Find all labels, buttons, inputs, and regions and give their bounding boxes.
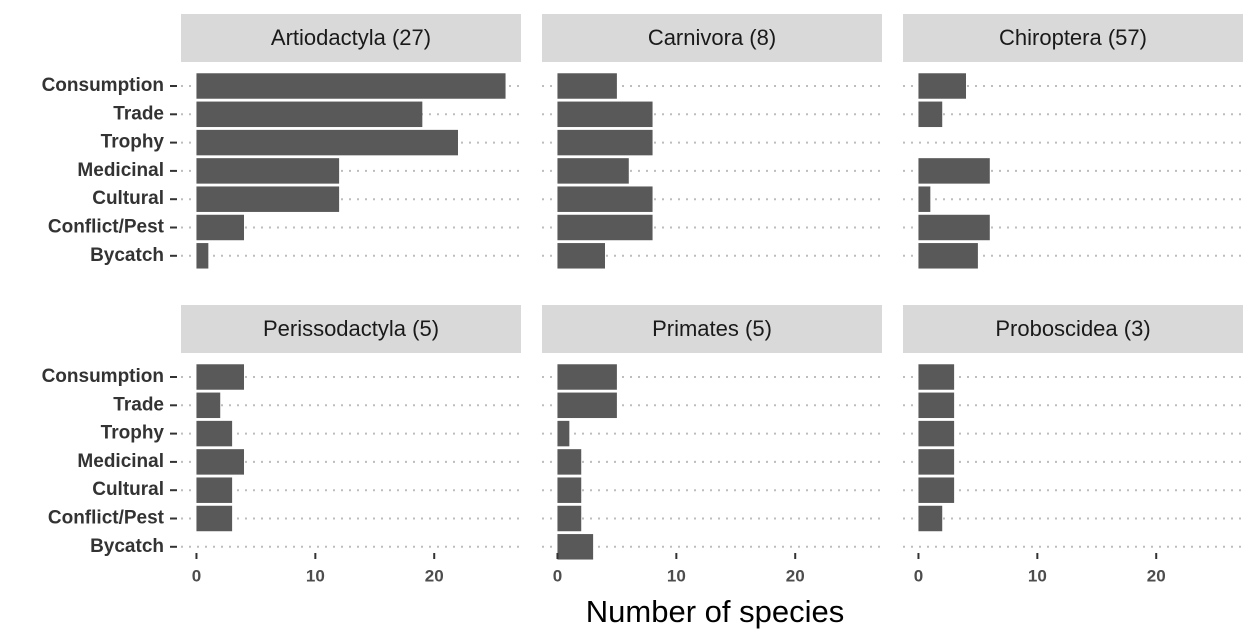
- bar: [918, 420, 955, 447]
- y-tick-label: Bycatch: [90, 245, 164, 266]
- bar: [918, 505, 943, 532]
- bar: [196, 101, 423, 128]
- panel-title: Proboscidea (3): [995, 316, 1150, 341]
- y-tick-label: Bycatch: [90, 536, 164, 557]
- bar: [918, 186, 931, 212]
- bar: [196, 477, 233, 503]
- bar: [918, 449, 955, 475]
- y-tick-label: Trophy: [101, 423, 165, 444]
- bar: [557, 101, 653, 128]
- bar: [557, 186, 653, 212]
- y-tick-label: Consumption: [42, 75, 164, 96]
- bar: [196, 392, 221, 419]
- strip: [542, 14, 882, 62]
- bar: [557, 477, 582, 503]
- panel-title: Chiroptera (57): [999, 25, 1147, 50]
- strip: [903, 14, 1243, 62]
- bar: [196, 129, 458, 156]
- bar: [196, 73, 506, 99]
- bar: [918, 158, 990, 184]
- strip: [542, 305, 882, 353]
- bar: [196, 449, 245, 475]
- panel-title: Primates (5): [652, 316, 772, 341]
- y-tick-label: Conflict/Pest: [48, 508, 165, 529]
- bar: [918, 101, 943, 128]
- bar: [557, 534, 594, 560]
- x-tick-label: 10: [667, 566, 686, 585]
- x-tick-label: 10: [306, 566, 325, 585]
- bar: [196, 505, 233, 532]
- x-tick-label: 20: [1147, 566, 1166, 585]
- panel-title: Artiodactyla (27): [271, 25, 431, 50]
- bar: [557, 73, 617, 99]
- bar: [918, 364, 955, 390]
- y-tick-label: Trade: [113, 103, 164, 124]
- bar: [557, 505, 582, 532]
- strip: [181, 14, 521, 62]
- strip: [903, 305, 1243, 353]
- x-tick-label: 20: [786, 566, 805, 585]
- y-tick-label: Cultural: [92, 479, 164, 500]
- panel-title: Perissodactyla (5): [263, 316, 439, 341]
- x-axis-label: Number of species: [586, 594, 844, 629]
- y-tick-label: Medicinal: [77, 451, 164, 472]
- bar: [918, 477, 955, 503]
- bar: [196, 364, 245, 390]
- bar: [196, 243, 209, 269]
- bar: [918, 73, 967, 99]
- panel-title: Carnivora (8): [648, 25, 776, 50]
- x-tick-label: 10: [1028, 566, 1047, 585]
- bar: [557, 243, 606, 269]
- bar: [196, 158, 340, 184]
- bar: [918, 214, 990, 241]
- bar: [557, 449, 582, 475]
- y-tick-label: Conflict/Pest: [48, 217, 165, 238]
- x-tick-label: 0: [914, 566, 923, 585]
- bar: [557, 129, 653, 156]
- bar: [918, 392, 955, 419]
- bar: [557, 158, 629, 184]
- y-tick-label: Consumption: [42, 366, 164, 387]
- x-tick-label: 0: [553, 566, 562, 585]
- bar: [918, 243, 978, 269]
- y-tick-label: Trade: [113, 394, 164, 415]
- strip: [181, 305, 521, 353]
- bar: [557, 420, 570, 447]
- bar: [196, 420, 233, 447]
- bar: [196, 214, 245, 241]
- bar: [196, 186, 340, 212]
- bar: [557, 214, 653, 241]
- x-tick-label: 20: [425, 566, 444, 585]
- bar: [557, 392, 617, 419]
- y-tick-label: Trophy: [101, 132, 165, 153]
- bar: [557, 364, 617, 390]
- y-tick-label: Medicinal: [77, 160, 164, 181]
- y-tick-label: Cultural: [92, 188, 164, 209]
- x-tick-label: 0: [192, 566, 201, 585]
